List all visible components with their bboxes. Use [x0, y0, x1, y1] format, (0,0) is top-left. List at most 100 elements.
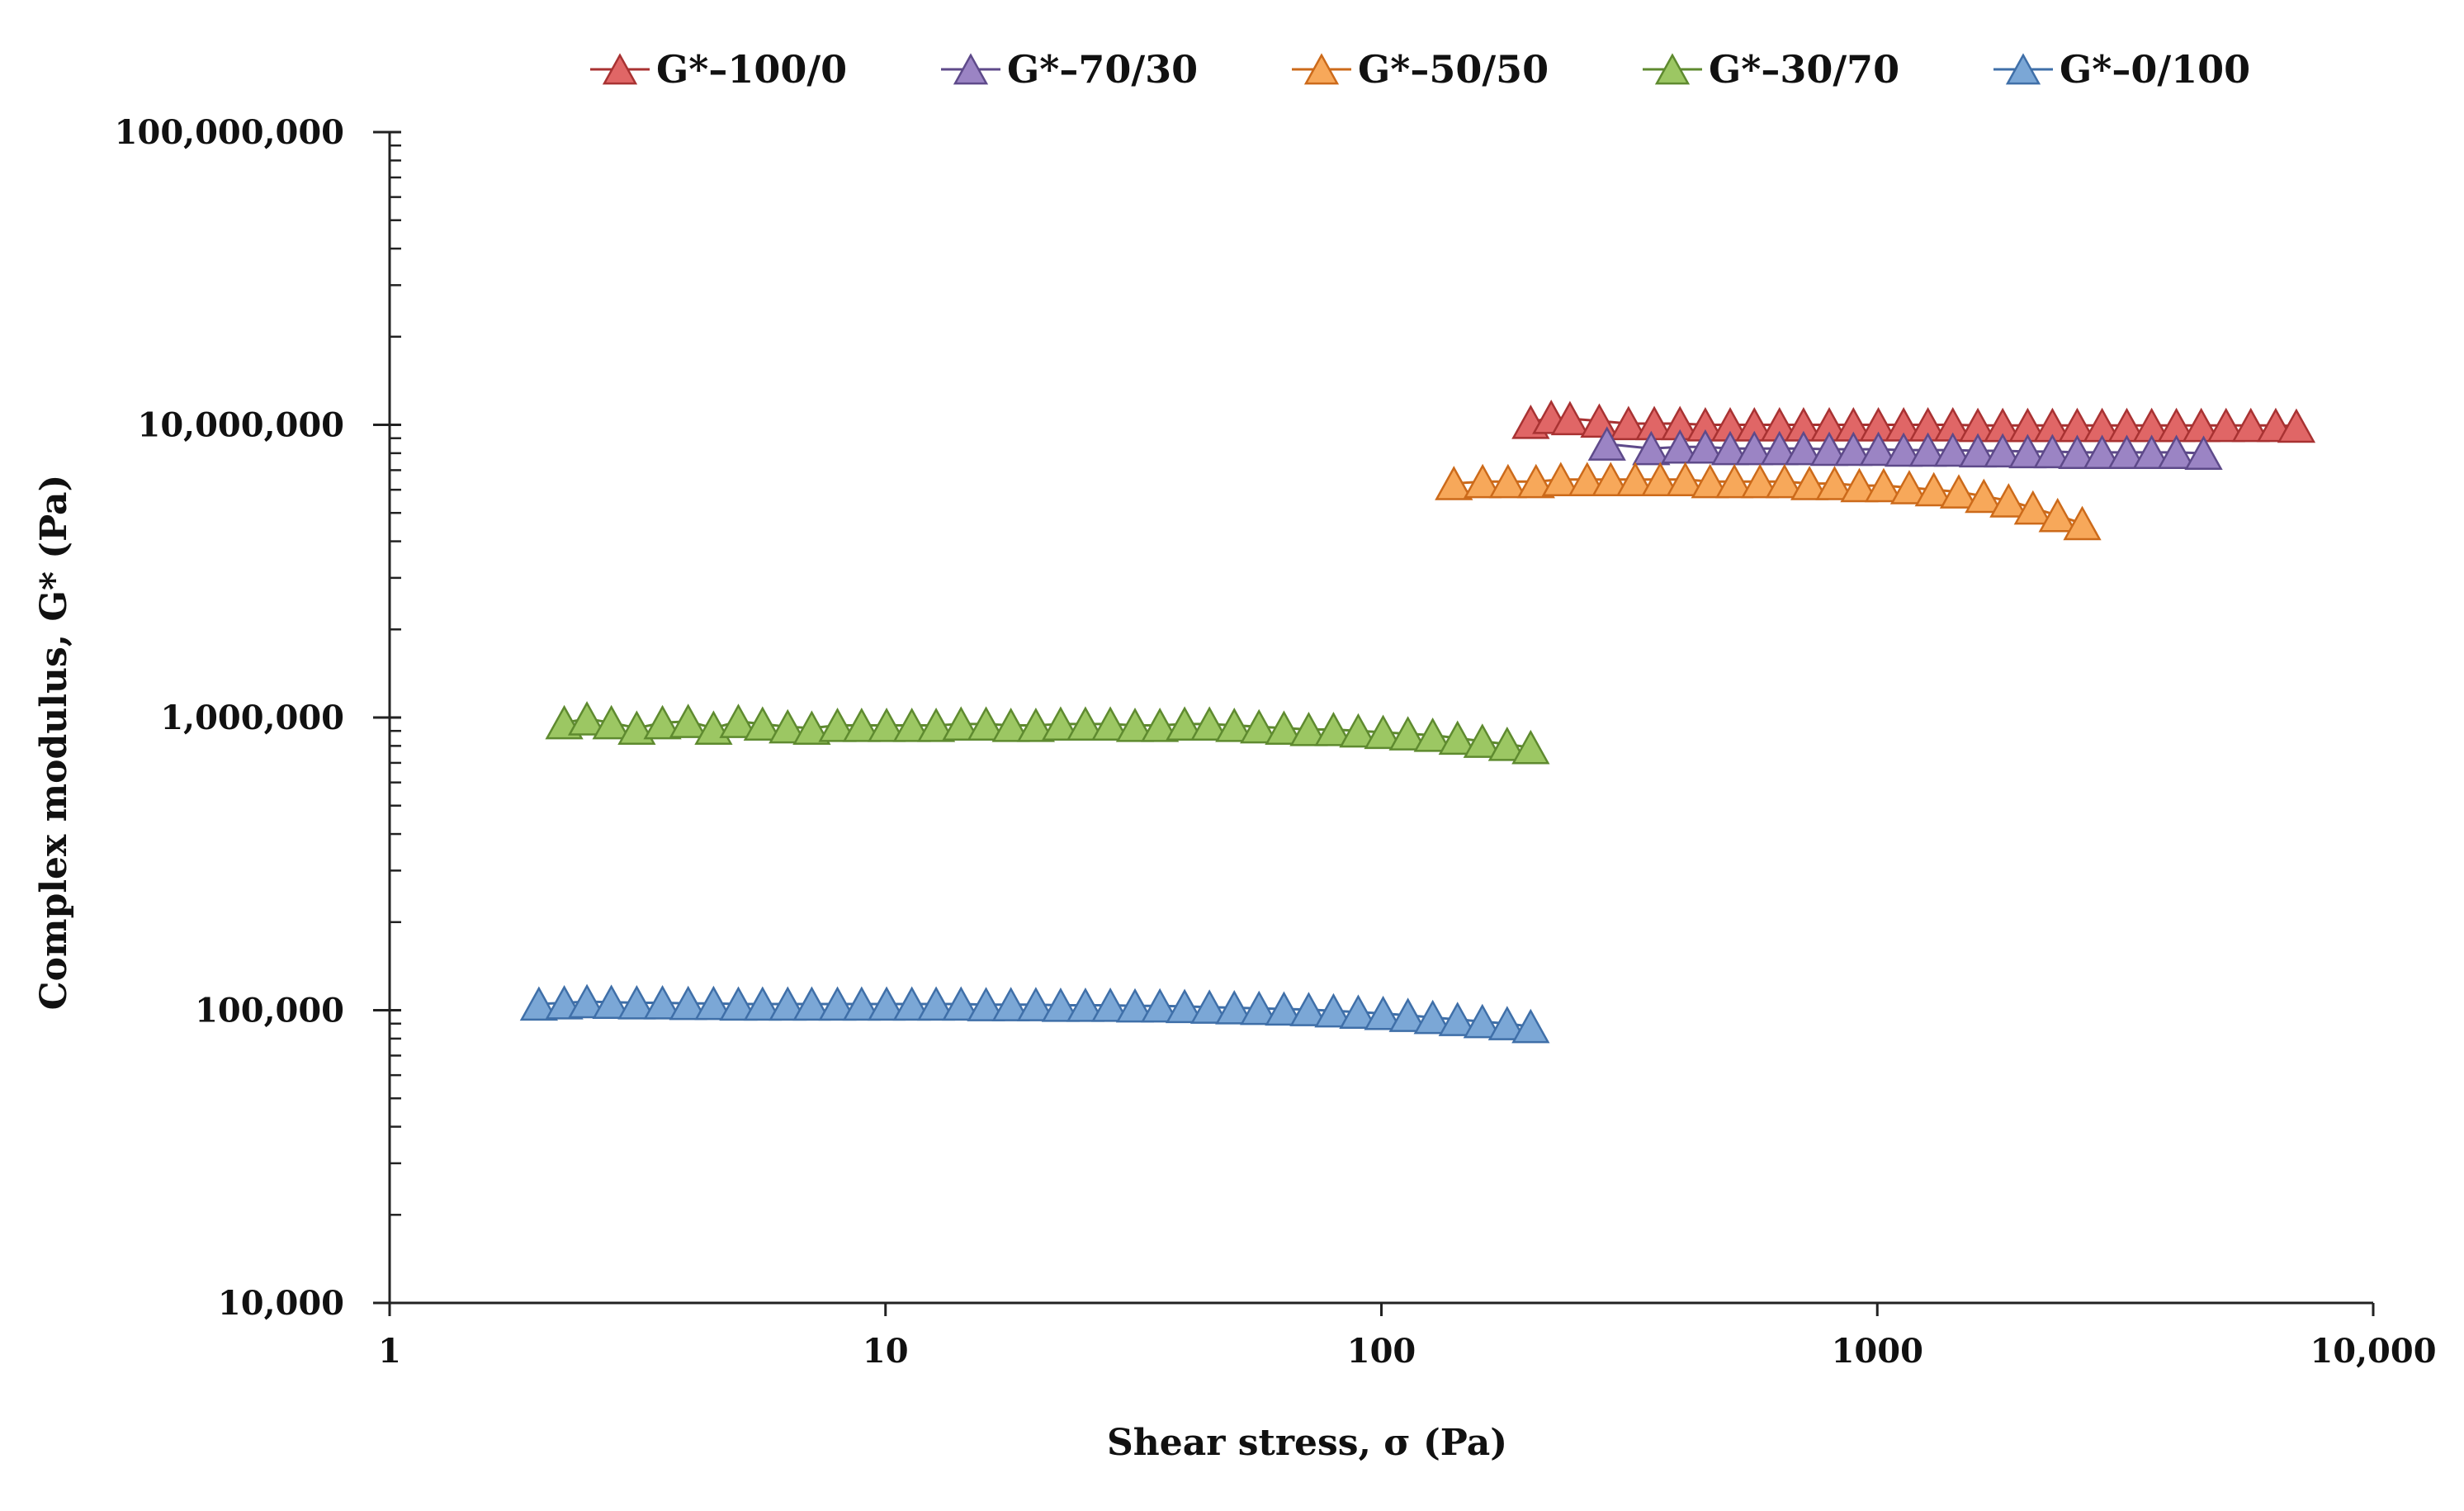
data-point: [1840, 467, 1879, 503]
data-point: [1314, 712, 1353, 746]
x-tick-label: 10: [863, 1332, 909, 1371]
y-tick-label: 10,000,000: [137, 406, 344, 445]
data-point: [1090, 706, 1130, 741]
data-point: [743, 986, 782, 1021]
data-point: [1591, 462, 1630, 496]
legend-label: G*–0/100: [2060, 47, 2250, 92]
data-point: [1364, 714, 1402, 750]
data-point: [1165, 988, 1204, 1024]
y-tick-label: 1,000,000: [160, 699, 344, 737]
data-point: [1587, 426, 1626, 461]
data-point: [818, 708, 857, 742]
data-point: [2157, 434, 2196, 470]
data-point: [1215, 989, 1254, 1025]
series-layer: [519, 400, 2316, 1044]
data-point: [1710, 430, 1750, 466]
data-point: [743, 706, 782, 741]
data-point: [1741, 463, 1780, 499]
data-point: [967, 706, 1005, 741]
data-point: [1463, 1003, 1502, 1039]
data-point: [617, 985, 656, 1020]
data-point: [916, 986, 956, 1021]
data-point: [2206, 407, 2245, 443]
data-point: [1661, 429, 1700, 464]
data-point: [916, 708, 956, 742]
y-tick-label: 10,000: [218, 1284, 344, 1323]
data-point: [1511, 729, 1550, 765]
data-point: [2277, 408, 2316, 443]
data-point: [2058, 434, 2097, 470]
data-point: [1463, 723, 1502, 758]
data-point: [1240, 990, 1279, 1025]
data-point: [769, 708, 807, 744]
data-point: [669, 985, 707, 1021]
data-point: [1438, 1002, 1477, 1036]
data-point: [592, 984, 631, 1019]
data-point: [1958, 433, 1998, 468]
x-tick-label: 1000: [1832, 1332, 1923, 1371]
data-point: [1908, 432, 1947, 467]
data-point: [1516, 463, 1555, 499]
data-point: [1388, 716, 1427, 751]
data-point: [1487, 726, 1526, 761]
data-point: [1511, 1008, 1550, 1044]
data-point: [1487, 1006, 1526, 1040]
data-point: [1889, 470, 1929, 504]
data-point: [1933, 432, 1972, 467]
legend-label: G*–30/70: [1709, 47, 1899, 92]
data-point: [1215, 708, 1254, 742]
data-point: [1190, 989, 1229, 1024]
data-point: [1965, 478, 2003, 514]
data-point: [1339, 994, 1378, 1029]
data-point: [1550, 400, 1590, 436]
data-point: [1790, 466, 1829, 500]
data-point: [567, 701, 607, 736]
legend-marker: [1303, 53, 1340, 85]
data-point: [1464, 463, 1502, 499]
series-line: [564, 717, 1531, 749]
legend-item: G*–100/0: [590, 47, 847, 92]
x-tick-label: 100: [1347, 1332, 1416, 1371]
data-point: [1041, 706, 1081, 741]
series-1: [1511, 400, 2316, 443]
data-point: [1989, 483, 2028, 518]
data-point: [1141, 708, 1180, 742]
data-point: [1190, 706, 1229, 741]
x-tick-label: 1: [378, 1332, 401, 1371]
data-point: [967, 987, 1005, 1021]
data-point: [643, 704, 682, 740]
data-point: [842, 708, 881, 742]
data-point: [1864, 467, 1904, 503]
data-point: [1691, 463, 1729, 499]
data-point: [519, 986, 558, 1021]
data-point: [892, 986, 931, 1021]
data-point: [1541, 462, 1580, 496]
series-3: [1435, 462, 2102, 541]
data-point: [942, 986, 981, 1021]
legend-marker: [602, 53, 638, 85]
y-axis-title: Complex modulus, G* (Pa): [33, 475, 75, 1011]
data-point: [1686, 429, 1725, 464]
data-point: [719, 703, 758, 738]
data-point: [892, 708, 931, 742]
data-point: [1760, 430, 1799, 466]
data-point: [2063, 505, 2102, 541]
data-point: [1809, 431, 1849, 467]
data-point: [1364, 995, 1402, 1030]
data-point: [1632, 430, 1671, 466]
data-point: [1115, 708, 1155, 742]
legend-item: G*–0/100: [1993, 47, 2250, 92]
data-point: [1859, 431, 1898, 467]
data-point: [1984, 433, 2022, 468]
data-point: [991, 708, 1030, 742]
data-point: [1641, 462, 1680, 496]
data-point: [1435, 466, 1473, 500]
series-2: [1587, 426, 2223, 471]
data-point: [1016, 987, 1056, 1021]
x-axis-title: Shear stress, σ (Pa): [1107, 1422, 1507, 1464]
data-point: [2038, 497, 2077, 533]
data-point: [1066, 706, 1105, 741]
data-point: [842, 986, 881, 1021]
data-point: [592, 704, 631, 740]
